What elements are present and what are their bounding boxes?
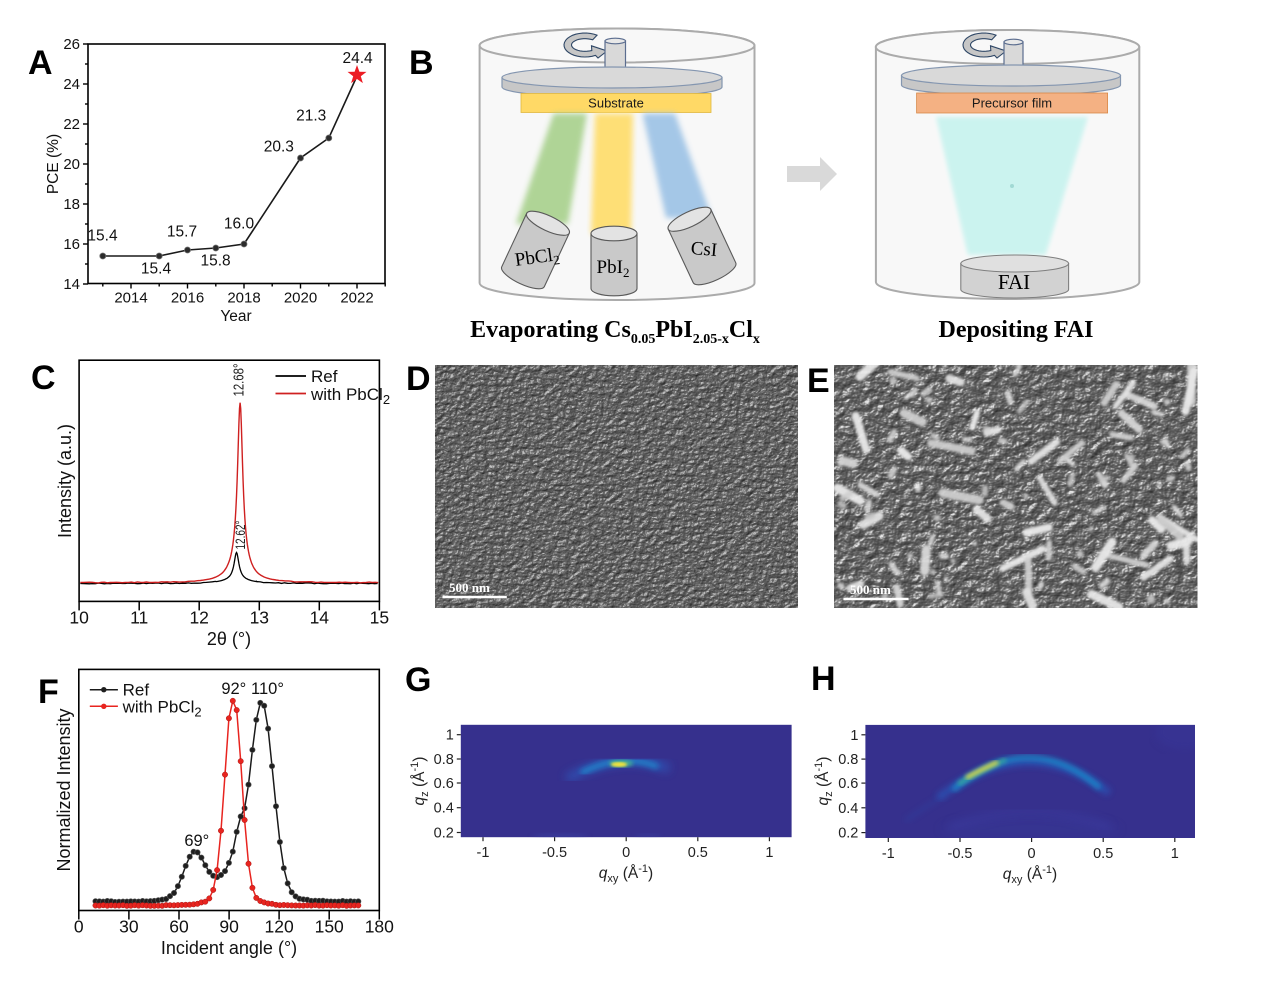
svg-text:1: 1	[446, 728, 454, 744]
svg-text:G: G	[405, 661, 431, 699]
svg-text:120: 120	[264, 917, 293, 937]
svg-text:0: 0	[1028, 846, 1036, 862]
svg-text:with PbCl2: with PbCl2	[122, 698, 202, 720]
svg-text:0.4: 0.4	[434, 801, 454, 817]
svg-text:Normalized Intensity: Normalized Intensity	[54, 708, 74, 871]
svg-text:10: 10	[69, 607, 89, 627]
svg-text:0: 0	[74, 917, 84, 937]
svg-text:26: 26	[63, 36, 80, 53]
svg-text:15.4: 15.4	[141, 261, 172, 278]
svg-text:11: 11	[130, 607, 148, 627]
svg-text:2022: 2022	[340, 290, 373, 307]
svg-text:0.5: 0.5	[688, 845, 708, 861]
svg-text:Ref: Ref	[311, 367, 338, 386]
svg-text:Ref: Ref	[123, 681, 150, 700]
svg-text:15.7: 15.7	[167, 224, 197, 241]
svg-text:FAI: FAI	[998, 270, 1030, 294]
svg-text:2θ (°): 2θ (°)	[207, 629, 251, 649]
svg-text:Precursor film: Precursor film	[972, 96, 1052, 111]
svg-text:Substrate: Substrate	[588, 96, 644, 111]
svg-text:2018: 2018	[227, 290, 260, 307]
svg-text:E: E	[807, 362, 830, 400]
svg-text:C: C	[31, 359, 56, 397]
svg-text:0.4: 0.4	[838, 801, 858, 817]
svg-text:PCE (%): PCE (%)	[45, 134, 62, 194]
svg-text:20: 20	[63, 156, 80, 173]
svg-text:-1: -1	[882, 846, 895, 862]
svg-text:92°: 92°	[221, 680, 246, 698]
svg-text:24.4: 24.4	[343, 50, 374, 67]
svg-text:0.8: 0.8	[838, 752, 858, 768]
svg-text:-0.5: -0.5	[948, 846, 973, 862]
svg-text:0.8: 0.8	[434, 752, 454, 768]
svg-text:20.3: 20.3	[264, 139, 294, 156]
svg-text:18: 18	[63, 196, 80, 213]
svg-text:60: 60	[169, 917, 189, 937]
svg-text:0.6: 0.6	[434, 776, 454, 792]
svg-text:F: F	[38, 673, 59, 711]
svg-text:2014: 2014	[114, 290, 147, 307]
svg-text:0.6: 0.6	[838, 776, 858, 792]
svg-text:B: B	[409, 44, 434, 82]
svg-text:15.8: 15.8	[201, 253, 231, 270]
svg-text:2016: 2016	[171, 290, 204, 307]
svg-text:Incident angle (°): Incident angle (°)	[161, 938, 297, 958]
svg-text:D: D	[406, 360, 431, 398]
svg-text:PbI2: PbI2	[597, 257, 630, 280]
svg-text:1: 1	[765, 845, 773, 861]
svg-text:A: A	[28, 44, 53, 82]
svg-text:qxy (Å-1): qxy (Å-1)	[599, 863, 653, 885]
svg-text:90: 90	[219, 917, 239, 937]
svg-text:0: 0	[622, 845, 630, 861]
svg-text:1: 1	[850, 728, 858, 744]
svg-text:qxy (Å-1): qxy (Å-1)	[1003, 864, 1057, 886]
svg-text:69°: 69°	[184, 832, 209, 850]
svg-text:16.0: 16.0	[224, 216, 255, 233]
svg-text:with PbCl2: with PbCl2	[310, 385, 390, 407]
svg-text:110°: 110°	[251, 680, 284, 698]
svg-text:150: 150	[315, 917, 344, 937]
svg-text:14: 14	[63, 276, 80, 293]
svg-text:21.3: 21.3	[296, 108, 326, 125]
svg-text:22: 22	[63, 116, 80, 133]
svg-text:qz (Å-1): qz (Å-1)	[409, 757, 431, 806]
svg-text:Year: Year	[220, 308, 251, 325]
svg-text:H: H	[811, 660, 836, 698]
svg-text:2020: 2020	[284, 290, 317, 307]
svg-text:30: 30	[119, 917, 139, 937]
svg-text:500 nm: 500 nm	[850, 582, 891, 597]
svg-text:15: 15	[370, 607, 389, 627]
svg-text:500 nm: 500 nm	[449, 580, 490, 595]
svg-text:-1: -1	[477, 845, 490, 861]
svg-text:12.62°: 12.62°	[232, 521, 248, 550]
svg-text:0.2: 0.2	[434, 826, 454, 842]
svg-text:CsI: CsI	[690, 238, 718, 261]
svg-text:1: 1	[1171, 846, 1179, 862]
svg-text:Intensity (a.u.): Intensity (a.u.)	[55, 424, 75, 538]
svg-text:12.68°: 12.68°	[232, 364, 248, 397]
svg-text:24: 24	[63, 76, 80, 93]
svg-text:12: 12	[189, 607, 208, 627]
svg-text:16: 16	[63, 236, 80, 253]
svg-text:-0.5: -0.5	[542, 845, 567, 861]
svg-text:13: 13	[250, 607, 269, 627]
svg-text:0.2: 0.2	[838, 826, 858, 842]
svg-text:15.4: 15.4	[87, 228, 118, 245]
svg-text:Depositing FAI: Depositing FAI	[939, 317, 1094, 343]
svg-text:qz (Å-1): qz (Å-1)	[813, 757, 835, 806]
svg-text:14: 14	[310, 607, 330, 627]
svg-text:180: 180	[365, 917, 394, 937]
svg-text:0.5: 0.5	[1093, 846, 1113, 862]
